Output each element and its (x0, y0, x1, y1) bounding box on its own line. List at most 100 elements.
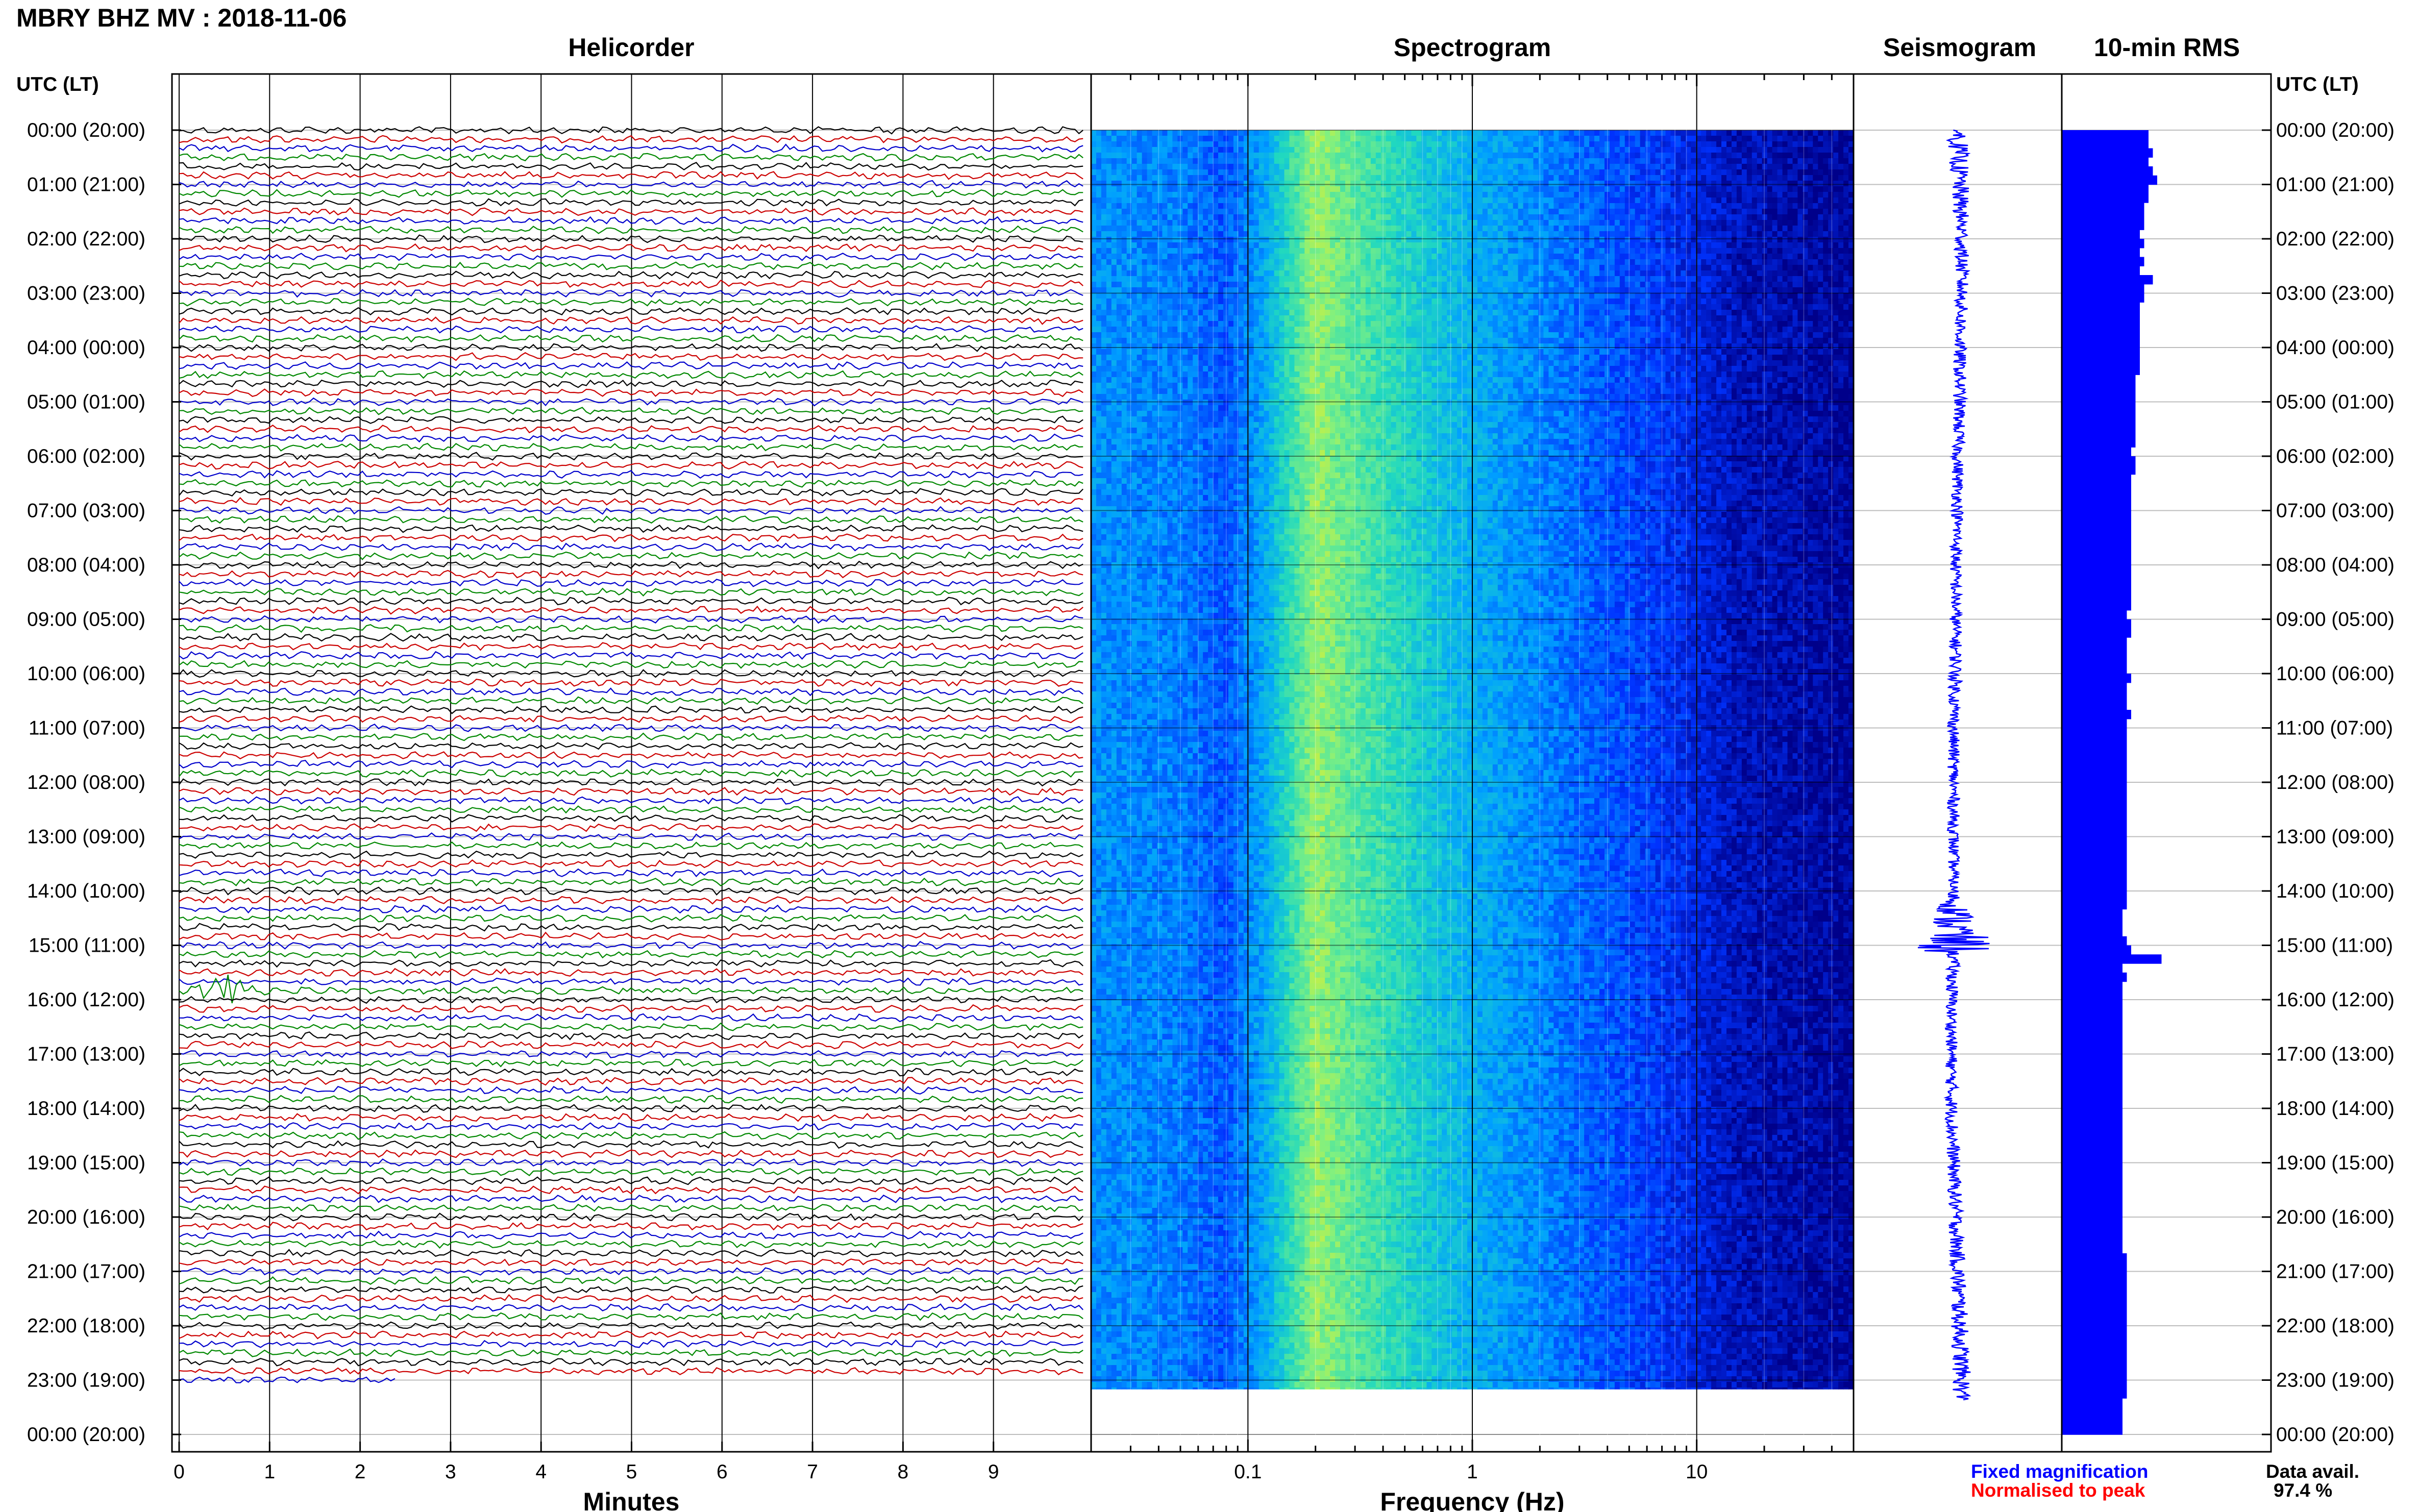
rms-bar (2062, 773, 2127, 782)
rms-bar (2062, 954, 2162, 963)
rms-bar (2062, 411, 2136, 420)
rms-bar (2062, 176, 2157, 185)
rms-bar (2062, 203, 2144, 212)
rms-bar (2062, 239, 2144, 248)
rms-bar (2062, 1118, 2122, 1127)
rms-bar (2062, 1172, 2122, 1181)
rms-bar (2062, 909, 2122, 919)
seismogram-title: Seismogram (1883, 33, 2036, 62)
rms-bar (2062, 1081, 2122, 1090)
rms-bar (2062, 1108, 2122, 1118)
rms-bar (2062, 348, 2140, 357)
hour-label-right: 13:00 (09:00) (2276, 826, 2395, 848)
hour-label-right: 06:00 (02:00) (2276, 445, 2395, 467)
rms-bar (2062, 864, 2127, 873)
rms-bar (2062, 302, 2140, 311)
data-availability-value: 97.4 % (2274, 1480, 2332, 1501)
rms-bar (2062, 1371, 2127, 1380)
spectrogram-xtick-label: 1 (1467, 1461, 1478, 1483)
rms-bar (2062, 1253, 2127, 1262)
rms-bar (2062, 393, 2136, 402)
hour-label-right: 00:00 (20:00) (2276, 1424, 2395, 1446)
hour-label-right: 22:00 (18:00) (2276, 1315, 2395, 1337)
rms-bar (2062, 157, 2149, 166)
rms-bar (2062, 719, 2127, 728)
hour-label-left: 08:00 (04:00) (27, 554, 145, 576)
rms-bar (2062, 1308, 2127, 1317)
rms-bar (2062, 637, 2127, 647)
time-axis-label-left: UTC (LT) (16, 73, 99, 95)
rms-bar (2062, 963, 2122, 973)
rms-bar (2062, 601, 2131, 610)
rms-bar (2062, 1226, 2122, 1235)
hour-label-left: 17:00 (13:00) (27, 1044, 145, 1065)
hour-label-left: 10:00 (06:00) (27, 663, 145, 685)
rms-bar (2062, 619, 2131, 629)
rms-bar (2062, 1018, 2122, 1027)
hour-label-right: 16:00 (12:00) (2276, 989, 2395, 1011)
rms-bar (2062, 320, 2140, 330)
rms-bar (2062, 565, 2131, 574)
rms-bar (2062, 755, 2127, 764)
rms-bar (2062, 139, 2149, 148)
rms-bar (2062, 1072, 2122, 1081)
hour-label-left: 04:00 (00:00) (27, 337, 145, 359)
rms-bar (2062, 846, 2127, 855)
rms-bar (2062, 275, 2153, 284)
rms-bar (2062, 384, 2136, 393)
hour-label-right: 14:00 (10:00) (2276, 880, 2395, 902)
hour-label-left: 02:00 (22:00) (27, 228, 145, 250)
rms-bar (2062, 1054, 2122, 1063)
rms-bar (2062, 1380, 2127, 1390)
hour-label-right: 18:00 (14:00) (2276, 1098, 2395, 1120)
rms-bar (2062, 1045, 2122, 1054)
rms-bar (2062, 882, 2127, 891)
hour-label-left: 00:00 (20:00) (27, 1424, 145, 1446)
hour-label-left: 05:00 (01:00) (27, 391, 145, 413)
rms-bar (2062, 973, 2127, 982)
rms-bar (2062, 1027, 2122, 1036)
hour-label-right: 17:00 (13:00) (2276, 1044, 2395, 1065)
hour-label-left: 20:00 (16:00) (27, 1206, 145, 1228)
hour-label-right: 09:00 (05:00) (2276, 609, 2395, 631)
rms-bar (2062, 529, 2131, 538)
rms-bar (2062, 519, 2131, 529)
rms-bar (2062, 1154, 2122, 1163)
rms-bar (2062, 873, 2127, 882)
rms-bar (2062, 592, 2131, 601)
rms-bar (2062, 511, 2131, 520)
rms-bar (2062, 656, 2127, 665)
rms-bar (2062, 791, 2127, 801)
rms-bar (2062, 257, 2144, 266)
hour-label-right: 23:00 (19:00) (2276, 1370, 2395, 1392)
rms-bar (2062, 221, 2144, 230)
helicorder-title: Helicorder (568, 33, 694, 62)
hour-label-left: 07:00 (03:00) (27, 500, 145, 522)
time-axis-label-right: UTC (LT) (2276, 73, 2359, 95)
rms-bar (2062, 1145, 2122, 1154)
hour-label-left: 19:00 (15:00) (27, 1152, 145, 1174)
rms-bar (2062, 420, 2136, 429)
rms-bar (2062, 556, 2131, 565)
rms-bar (2062, 936, 2127, 946)
rms-bar (2062, 375, 2136, 384)
hour-label-right: 01:00 (21:00) (2276, 174, 2395, 196)
figure-title: MBRY BHZ MV : 2018-11-06 (16, 4, 347, 32)
helicorder-xtick-label: 5 (626, 1461, 637, 1483)
rms-bar (2062, 1135, 2122, 1145)
rms-bar (2062, 1290, 2127, 1299)
rms-bar (2062, 1362, 2127, 1371)
rms-bar (2062, 456, 2136, 465)
rms-bar (2062, 1009, 2122, 1018)
rms-bar (2062, 1099, 2122, 1108)
legend-normalised-to-peak: Normalised to peak (1971, 1480, 2145, 1501)
rms-bar (2062, 1190, 2122, 1199)
rms-bar (2062, 710, 2131, 719)
rms-bar (2062, 1217, 2122, 1226)
rms-bar (2062, 1199, 2122, 1208)
hour-label-left: 18:00 (14:00) (27, 1098, 145, 1120)
hour-label-right: 15:00 (11:00) (2276, 935, 2393, 957)
hour-label-right: 12:00 (08:00) (2276, 772, 2395, 794)
rms-bar (2062, 855, 2127, 864)
